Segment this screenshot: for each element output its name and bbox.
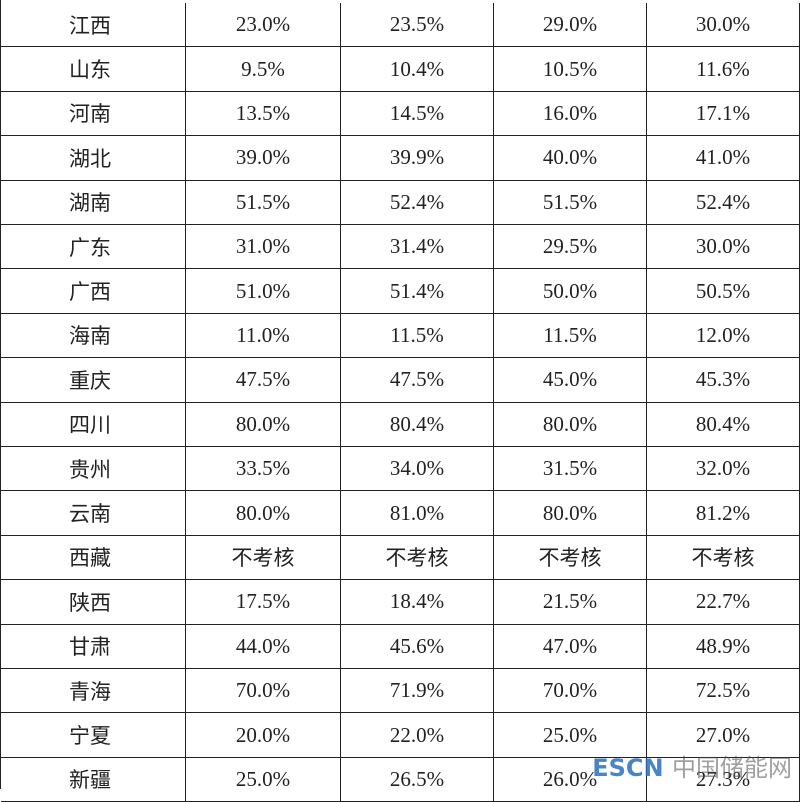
value-cell: 不考核 [494,535,647,581]
province-cell: 云南 [1,491,186,536]
province-cell: 贵州 [1,447,186,492]
value-cell: 31.4% [341,225,494,270]
value-cell: 17.5% [186,580,341,625]
value-cell: 13.5% [186,91,341,137]
province-cell: 陕西 [1,580,186,625]
province-cell: 重庆 [1,358,186,403]
value-cell: 70.0% [186,669,341,714]
value-cell: 不考核 [341,535,494,581]
province-cell: 四川 [1,402,186,447]
value-cell: 39.0% [186,136,341,181]
province-cell: 湖北 [1,136,186,181]
value-cell: 10.5% [494,47,647,92]
value-cell: 27.0% [647,713,800,758]
value-cell: 11.0% [186,313,341,359]
province-cell: 广东 [1,225,186,270]
value-cell: 50.0% [494,269,647,314]
value-cell: 52.4% [341,180,494,225]
value-cell: 20.0% [186,713,341,758]
value-cell: 80.0% [186,402,341,447]
province-cell: 广西 [1,269,186,314]
value-cell: 不考核 [186,535,341,581]
value-cell: 41.0% [647,136,800,181]
value-cell: 23.5% [341,3,494,48]
value-cell: 23.0% [186,3,341,48]
value-cell: 45.0% [494,358,647,403]
value-cell: 10.4% [341,47,494,92]
value-cell: 52.4% [647,180,800,225]
value-cell: 47.5% [341,358,494,403]
value-cell: 30.0% [647,3,800,48]
value-cell: 22.7% [647,580,800,625]
value-cell: 9.5% [186,47,341,92]
value-cell: 70.0% [494,669,647,714]
value-cell: 16.0% [494,91,647,137]
value-cell: 11.5% [341,313,494,359]
value-cell: 47.5% [186,358,341,403]
value-cell: 80.4% [341,402,494,447]
value-cell: 11.5% [494,313,647,359]
value-cell: 25.0% [494,713,647,758]
value-cell: 33.5% [186,447,341,492]
value-cell: 51.5% [494,180,647,225]
value-cell: 34.0% [341,447,494,492]
value-cell: 12.0% [647,313,800,359]
value-cell: 72.5% [647,669,800,714]
value-cell: 71.9% [341,669,494,714]
value-cell: 不考核 [647,535,800,581]
province-cell: 青海 [1,669,186,714]
value-cell: 26.5% [341,757,494,802]
value-cell: 47.0% [494,624,647,669]
value-cell: 29.5% [494,225,647,270]
value-cell: 31.0% [186,225,341,270]
province-cell: 新疆 [1,757,186,802]
province-cell: 甘肃 [1,624,186,669]
value-cell: 80.0% [494,491,647,536]
value-cell: 21.5% [494,580,647,625]
province-cell: 海南 [1,313,186,359]
value-cell: 80.0% [494,402,647,447]
value-cell: 31.5% [494,447,647,492]
province-cell: 湖南 [1,180,186,225]
value-cell: 48.9% [647,624,800,669]
value-cell: 40.0% [494,136,647,181]
value-cell: 25.0% [186,757,341,802]
value-cell: 32.0% [647,447,800,492]
value-cell: 45.3% [647,358,800,403]
value-cell: 50.5% [647,269,800,314]
value-cell: 51.4% [341,269,494,314]
value-cell: 30.0% [647,225,800,270]
value-cell: 51.5% [186,180,341,225]
value-cell: 81.2% [647,491,800,536]
value-cell: 39.9% [341,136,494,181]
value-cell: 80.0% [186,491,341,536]
value-cell: 29.0% [494,3,647,48]
value-cell: 45.6% [341,624,494,669]
province-cell: 山东 [1,47,186,92]
value-cell: 17.1% [647,91,800,137]
province-cell: 西藏 [1,535,186,581]
province-cell: 河南 [1,91,186,137]
value-cell: 11.6% [647,47,800,92]
value-cell: 18.4% [341,580,494,625]
value-cell: 51.0% [186,269,341,314]
watermark: ESCN 中国储能网 [592,748,792,783]
province-cell: 江西 [1,3,186,48]
value-cell: 14.5% [341,91,494,137]
value-cell: 22.0% [341,713,494,758]
province-cell: 宁夏 [1,713,186,758]
value-cell: 44.0% [186,624,341,669]
watermark-text: 中国储能网 [672,754,792,782]
value-cell: 80.4% [647,402,800,447]
watermark-brand: ESCN [592,754,664,782]
value-cell: 81.0% [341,491,494,536]
